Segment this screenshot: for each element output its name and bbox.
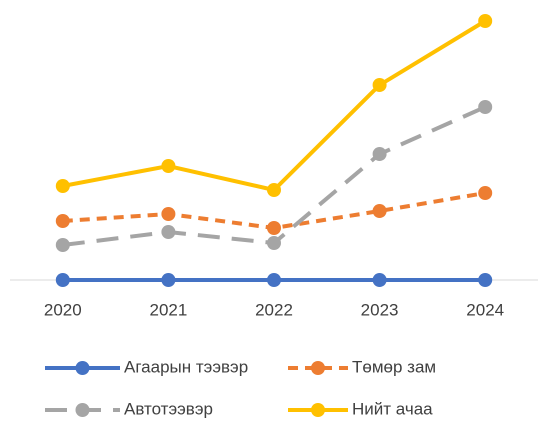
series-marker — [267, 236, 281, 250]
series-marker — [372, 204, 387, 218]
legend-label: Төмөр зам — [352, 357, 436, 376]
legend-marker — [75, 361, 90, 375]
series-line — [62, 19, 487, 193]
series-marker — [161, 273, 176, 287]
x-tick-label: 2024 — [466, 300, 504, 319]
series-marker — [478, 273, 493, 287]
x-tick-label: 2021 — [149, 300, 187, 319]
series-marker — [478, 100, 493, 114]
series-marker — [55, 179, 70, 193]
series-marker — [372, 78, 387, 92]
series-marker — [478, 14, 493, 28]
series-marker — [267, 273, 281, 287]
series-marker — [267, 221, 281, 235]
series-marker — [161, 225, 176, 239]
series-marker — [372, 273, 387, 287]
x-tick-label: 2023 — [361, 300, 399, 319]
series-marker — [161, 159, 176, 173]
x-tick-label: 2022 — [255, 300, 293, 319]
legend-label: Автотээвэр — [124, 399, 213, 418]
series-marker — [267, 183, 281, 197]
series-marker — [478, 186, 493, 200]
legend-marker — [311, 403, 325, 417]
series-marker — [372, 147, 387, 161]
legend-label: Агаарын тээвэр — [124, 357, 248, 376]
legend-marker — [311, 361, 325, 375]
legend-label: Нийт ачаа — [352, 399, 433, 418]
series-marker — [161, 207, 176, 221]
series-marker — [55, 238, 70, 252]
series-marker — [55, 214, 70, 228]
series-marker — [55, 273, 70, 287]
x-tick-label: 2020 — [44, 300, 82, 319]
legend-marker — [75, 403, 90, 417]
